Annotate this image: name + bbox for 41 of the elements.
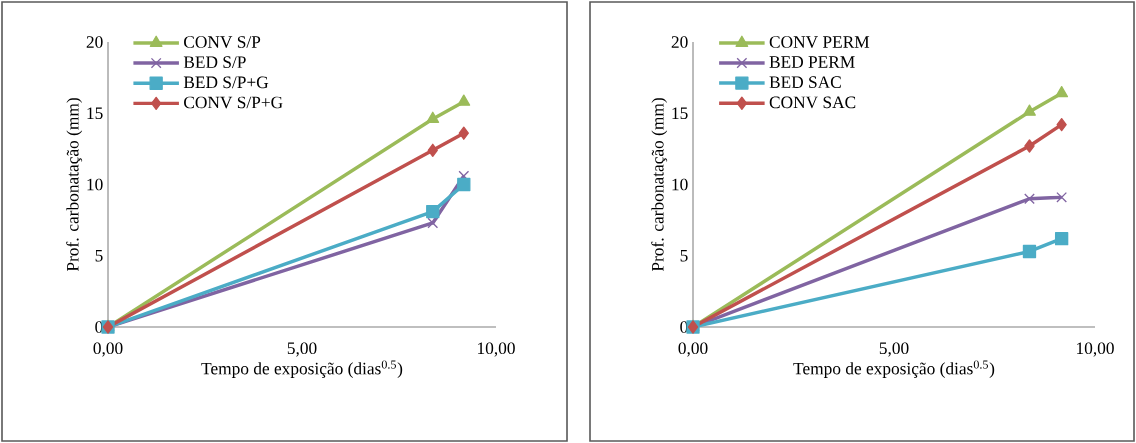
y-tick-label: 20 [86, 36, 103, 48]
y-tick-label: 15 [672, 107, 688, 120]
point [457, 94, 471, 106]
x-axis-title: Tempo de exposição (dias$^{0.5}$) [201, 360, 403, 378]
legend-label: BED SAC [769, 76, 841, 89]
y-tick-label: 5 [680, 249, 688, 262]
point [427, 217, 439, 229]
y-axis-title: Prof. carbonatação (mm) [66, 98, 83, 272]
x-tick-label: 5,00 [879, 342, 909, 357]
legend-label: BED PERM [769, 56, 855, 68]
point [457, 177, 471, 192]
point [1054, 231, 1069, 246]
y-tick-label: 20 [671, 36, 688, 48]
legend-label: BED S/P+G [183, 76, 269, 89]
x-tick-label: 0,00 [93, 342, 123, 357]
legend-label: CONV SAC [769, 96, 856, 109]
y-tick-label: 5 [95, 249, 103, 262]
legend-label: CONV PERM [769, 36, 870, 48]
legend-label: CONV S/P+G [184, 96, 283, 109]
y-tick-label: 10 [87, 178, 103, 191]
point [427, 143, 438, 157]
y-axis-title: Prof. carbonatação (mm) [651, 98, 668, 272]
point [1055, 85, 1069, 98]
point [1023, 104, 1036, 116]
point [426, 111, 440, 123]
y-tick-label: 10 [672, 178, 688, 191]
x-tick-label: 5,00 [287, 342, 317, 357]
point [1022, 244, 1037, 259]
legend-label: CONV S/P [184, 36, 261, 48]
point [426, 204, 440, 219]
x-axis-title: Tempo de exposição (dias$^{0.5}$) [793, 360, 995, 378]
y-tick-label: 15 [87, 107, 103, 120]
point [1024, 193, 1035, 205]
x-tick-label: 10,00 [1077, 342, 1114, 357]
point [1024, 139, 1035, 153]
x-tick-label: 0,00 [678, 342, 708, 357]
legend-label: BED S/P [183, 56, 246, 68]
point [1056, 191, 1068, 203]
x-tick-label: 10,00 [478, 342, 515, 357]
point [1056, 117, 1067, 132]
point [458, 126, 469, 140]
